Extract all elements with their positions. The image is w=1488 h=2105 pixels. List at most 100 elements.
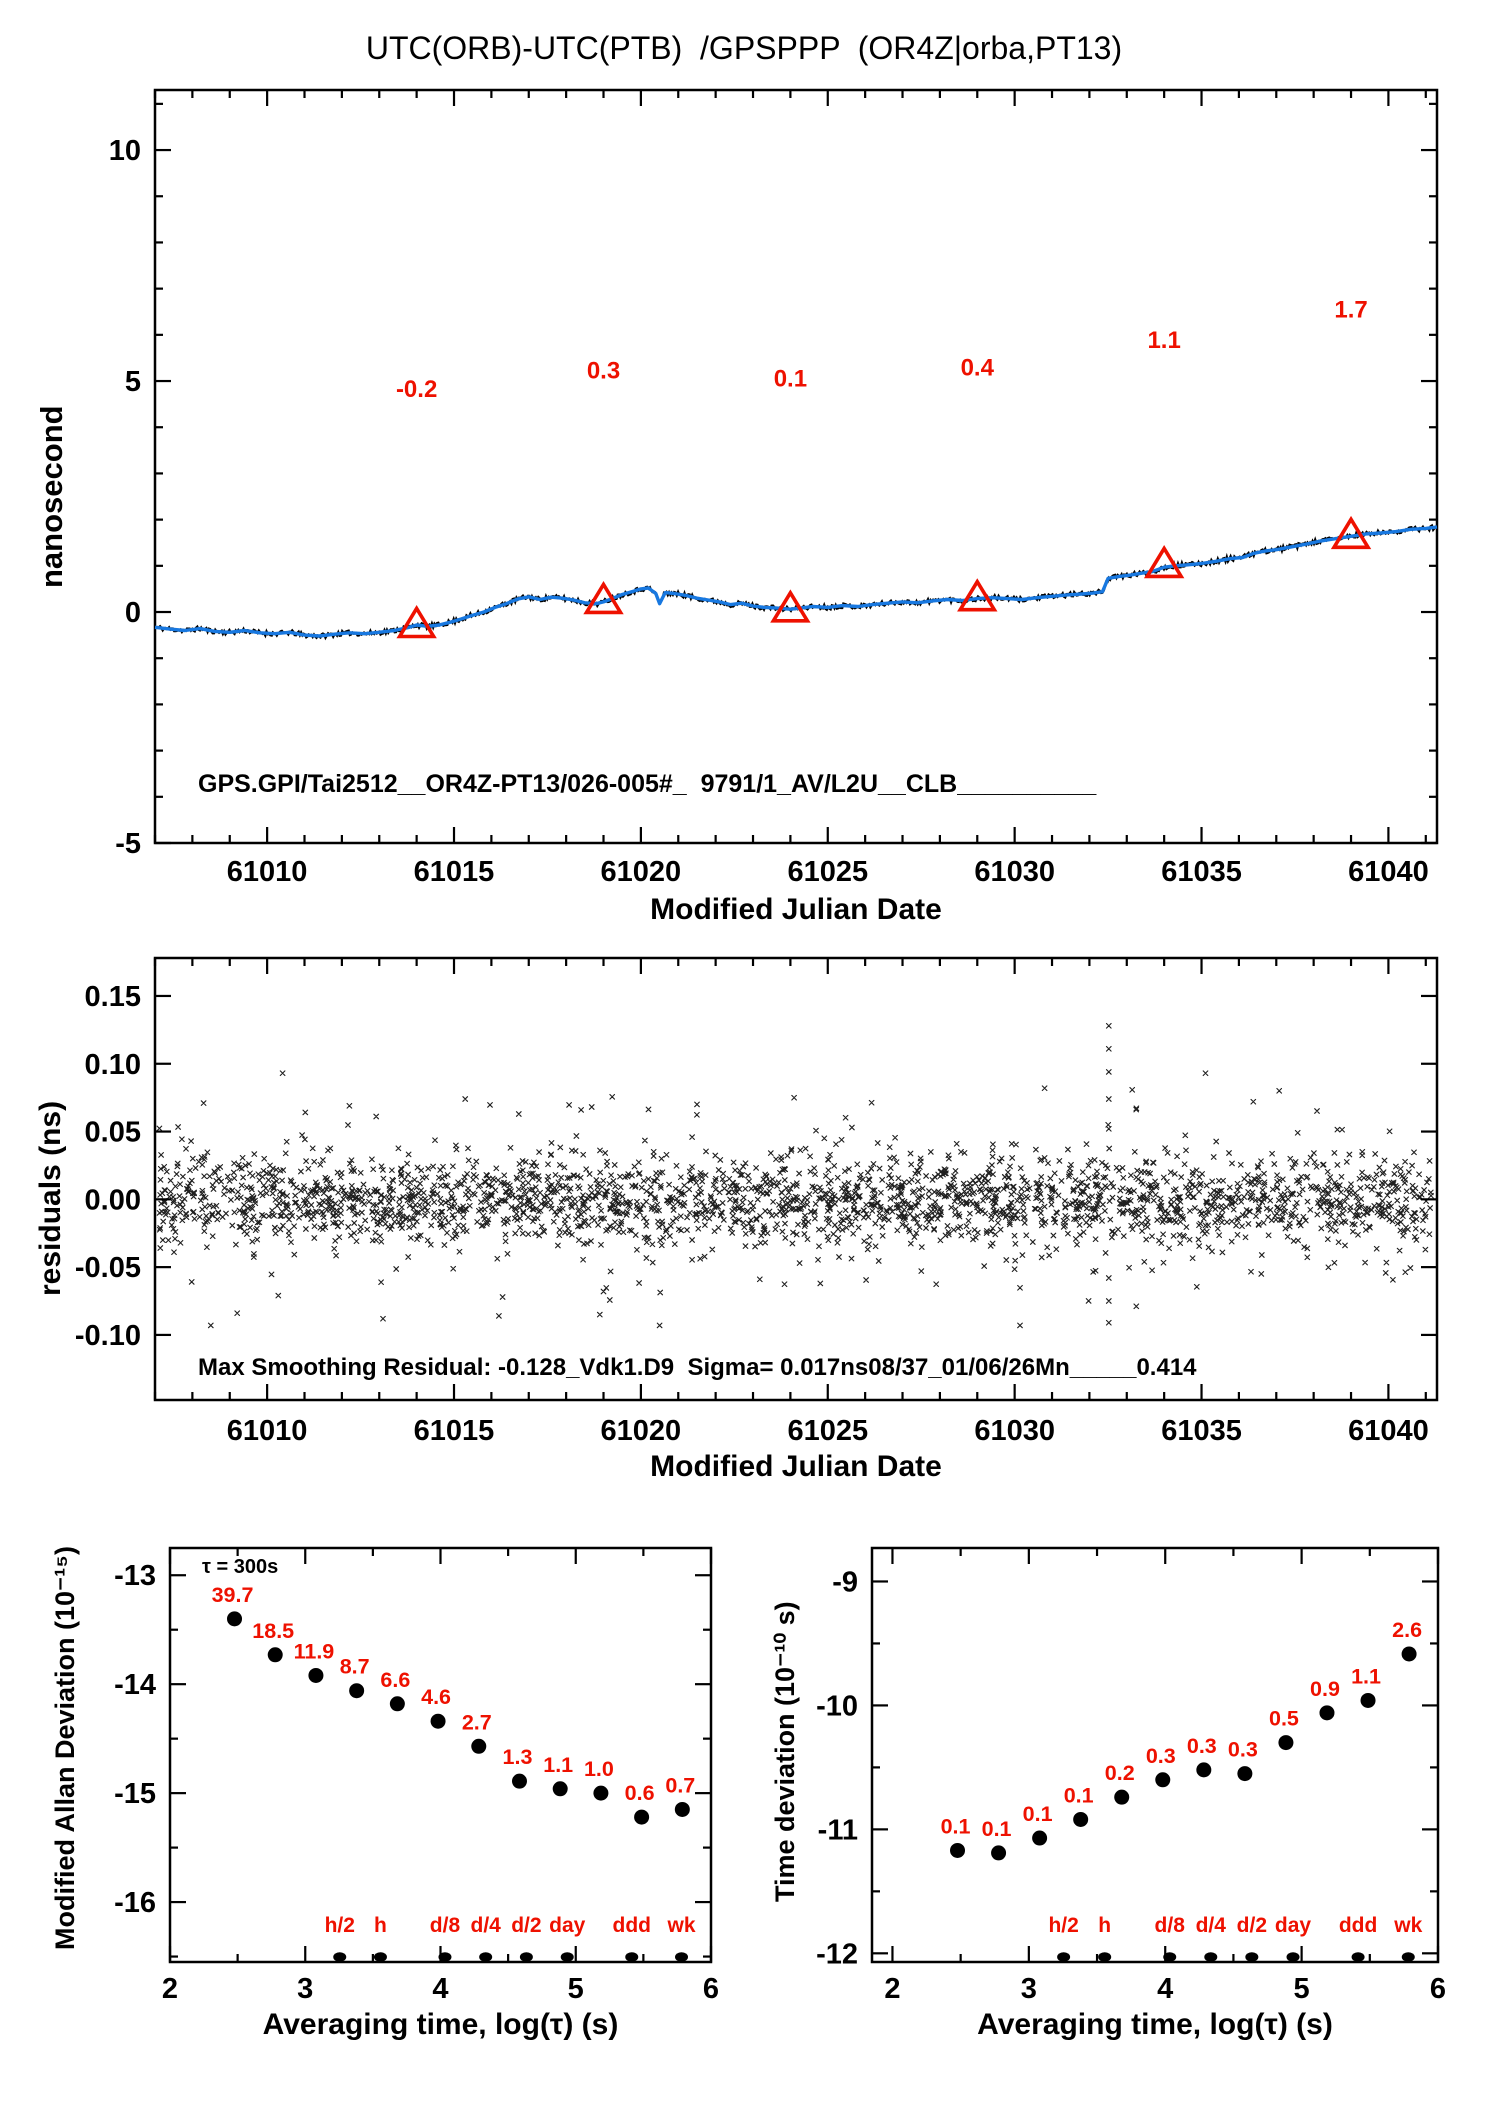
time-unit-dot — [675, 1952, 689, 1962]
deviation-point — [471, 1738, 487, 1754]
time-unit-dot — [1245, 1952, 1259, 1962]
svg-text:6: 6 — [703, 1973, 719, 2005]
deviation-value-label: 11.9 — [294, 1639, 335, 1663]
time-unit-label: d/2 — [1237, 1914, 1267, 1937]
time-deviation-series: 0.1 0.1 0.1 0.1 0.2 0.3 0.3 0.3 0.5 0.9 1.1 2.6 h/2 h… — [941, 1618, 1423, 1962]
deviation-value-label: 0.3 — [1146, 1744, 1176, 1768]
deviation-point — [1360, 1692, 1376, 1708]
x-axis-label-avgtime-right: Averaging time, log(τ) (s) — [977, 2008, 1333, 2041]
time-unit-dot — [1401, 1952, 1415, 1962]
deviation-value-label: 6.6 — [380, 1668, 410, 1692]
deviation-value-label: 2.7 — [462, 1710, 492, 1734]
deviation-value-label: 0.1 — [1023, 1802, 1053, 1826]
svg-text:61020: 61020 — [601, 856, 682, 888]
deviation-point — [552, 1781, 568, 1797]
svg-text:-12: -12 — [816, 1938, 858, 1970]
modified-allan-deviation-series: 39.7 18.511.98.7 6.6 4.6 2.7 1.3 1.1 1.0 0.6 0.7 h… — [212, 1583, 696, 1962]
time-unit-label: h/2 — [1048, 1914, 1078, 1937]
deviation-point — [227, 1611, 243, 1627]
svg-text:5: 5 — [1294, 1973, 1310, 2005]
deviation-value-label: 0.3 — [1187, 1734, 1217, 1758]
residuals-cloud — [156, 1022, 1434, 1329]
svg-text:5: 5 — [568, 1973, 584, 2005]
deviation-point — [349, 1683, 365, 1699]
deviation-value-label: 0.1 — [941, 1814, 971, 1838]
deviation-point — [1237, 1766, 1253, 1782]
deviation-point — [267, 1647, 283, 1663]
utc-difference-series: -0.2 0.3 0.1 0.4 1.1 1.7 — [154, 296, 1438, 641]
calibration-triangle-marker — [957, 578, 998, 612]
time-unit-dot — [438, 1952, 452, 1962]
time-unit-dot — [1204, 1952, 1218, 1962]
svg-text:61030: 61030 — [974, 1415, 1055, 1447]
deviation-point — [1278, 1735, 1294, 1751]
svg-text:61040: 61040 — [1348, 856, 1429, 888]
x-axis-label-avgtime-left: Averaging time, log(τ) (s) — [262, 2008, 619, 2041]
time-unit-label: ddd — [1339, 1914, 1377, 1937]
deviation-value-label: 18.5 — [252, 1619, 294, 1643]
deviation-point — [430, 1713, 446, 1729]
svg-text:-16: -16 — [114, 1887, 156, 1919]
deviation-value-label: 1.1 — [1351, 1664, 1381, 1688]
svg-text:3: 3 — [1021, 1973, 1037, 2005]
deviation-value-label: 8.7 — [340, 1655, 370, 1679]
svg-text:-14: -14 — [114, 1669, 156, 1701]
deviation-point — [991, 1845, 1007, 1861]
time-unit-label: d/4 — [1196, 1914, 1227, 1937]
calibration-value-label: 0.1 — [774, 366, 807, 393]
deviation-point — [1401, 1646, 1417, 1662]
calibration-value-label: 1.7 — [1334, 296, 1367, 323]
svg-text:-5: -5 — [115, 828, 141, 860]
calibration-triangle-marker — [1143, 544, 1185, 579]
svg-text:-0.10: -0.10 — [75, 1320, 141, 1352]
time-unit-dot — [333, 1952, 347, 1962]
svg-text:61010: 61010 — [227, 1415, 308, 1447]
svg-text:-11: -11 — [818, 1814, 858, 1846]
svg-text:4: 4 — [432, 1973, 448, 2005]
deviation-value-label: 0.3 — [1228, 1738, 1258, 1762]
time-unit-label: d/2 — [511, 1914, 541, 1937]
tau-note: τ = 300s — [202, 1556, 279, 1578]
gps-link-annotation: GPS.GPI/Tai2512__OR4Z-PT13/026-005#_ 979… — [198, 770, 1097, 798]
smoothed-trace — [154, 525, 1438, 638]
svg-text:0.10: 0.10 — [85, 1049, 141, 1081]
deviation-value-label: 0.6 — [625, 1781, 655, 1805]
time-unit-label: day — [1275, 1914, 1312, 1937]
deviation-value-label: 4.6 — [421, 1685, 451, 1709]
svg-text:-9: -9 — [832, 1566, 858, 1598]
svg-text:-13: -13 — [114, 1560, 156, 1592]
svg-text:61025: 61025 — [787, 1415, 868, 1447]
deviation-value-label: 1.0 — [584, 1757, 614, 1781]
calibration-value-label: 1.1 — [1147, 327, 1180, 354]
calibration-value-label: 0.3 — [587, 358, 620, 385]
svg-text:61035: 61035 — [1161, 1415, 1242, 1447]
svg-text:61015: 61015 — [414, 856, 495, 888]
time-unit-label: wk — [667, 1914, 696, 1937]
x-axis-label-mjd-mid: Modified Julian Date — [650, 1450, 942, 1483]
svg-text:61015: 61015 — [414, 1415, 495, 1447]
modified-allan-deviation-axes: 2 3 4 5 6 -13 -14 -15 -16 — [114, 1546, 719, 2005]
time-unit-label: d/8 — [430, 1914, 461, 1937]
calibration-triangle-marker — [396, 605, 437, 639]
time-unit-dot — [373, 1952, 387, 1962]
svg-text:-15: -15 — [114, 1778, 156, 1810]
time-unit-dot — [479, 1952, 493, 1962]
time-unit-label: h — [374, 1914, 387, 1937]
deviation-point — [1073, 1811, 1089, 1827]
svg-text:5: 5 — [125, 366, 141, 398]
deviation-value-label: 1.3 — [503, 1745, 533, 1769]
residuals-scatter-axes: 61010 61015 61020 61025 61030 61035 61040 0.15 0… — [75, 956, 1439, 1447]
deviation-point — [1032, 1830, 1048, 1846]
deviation-point — [1155, 1772, 1171, 1788]
svg-text:-10: -10 — [816, 1690, 858, 1722]
deviation-point — [511, 1773, 527, 1789]
utc-difference-trace-axes: 61010 61015 61020 61025 61030 61035 61040 -5 0 5 1… — [109, 88, 1439, 888]
svg-text:2: 2 — [162, 1973, 178, 2005]
deviation-point — [634, 1809, 650, 1825]
deviation-value-label: 0.1 — [982, 1817, 1012, 1841]
deviation-point — [1196, 1762, 1212, 1778]
time-unit-label: d/8 — [1155, 1914, 1186, 1937]
y-axis-label-tdev: Time deviation (10⁻¹⁰ s) — [770, 1601, 800, 1902]
svg-text:61025: 61025 — [787, 856, 868, 888]
